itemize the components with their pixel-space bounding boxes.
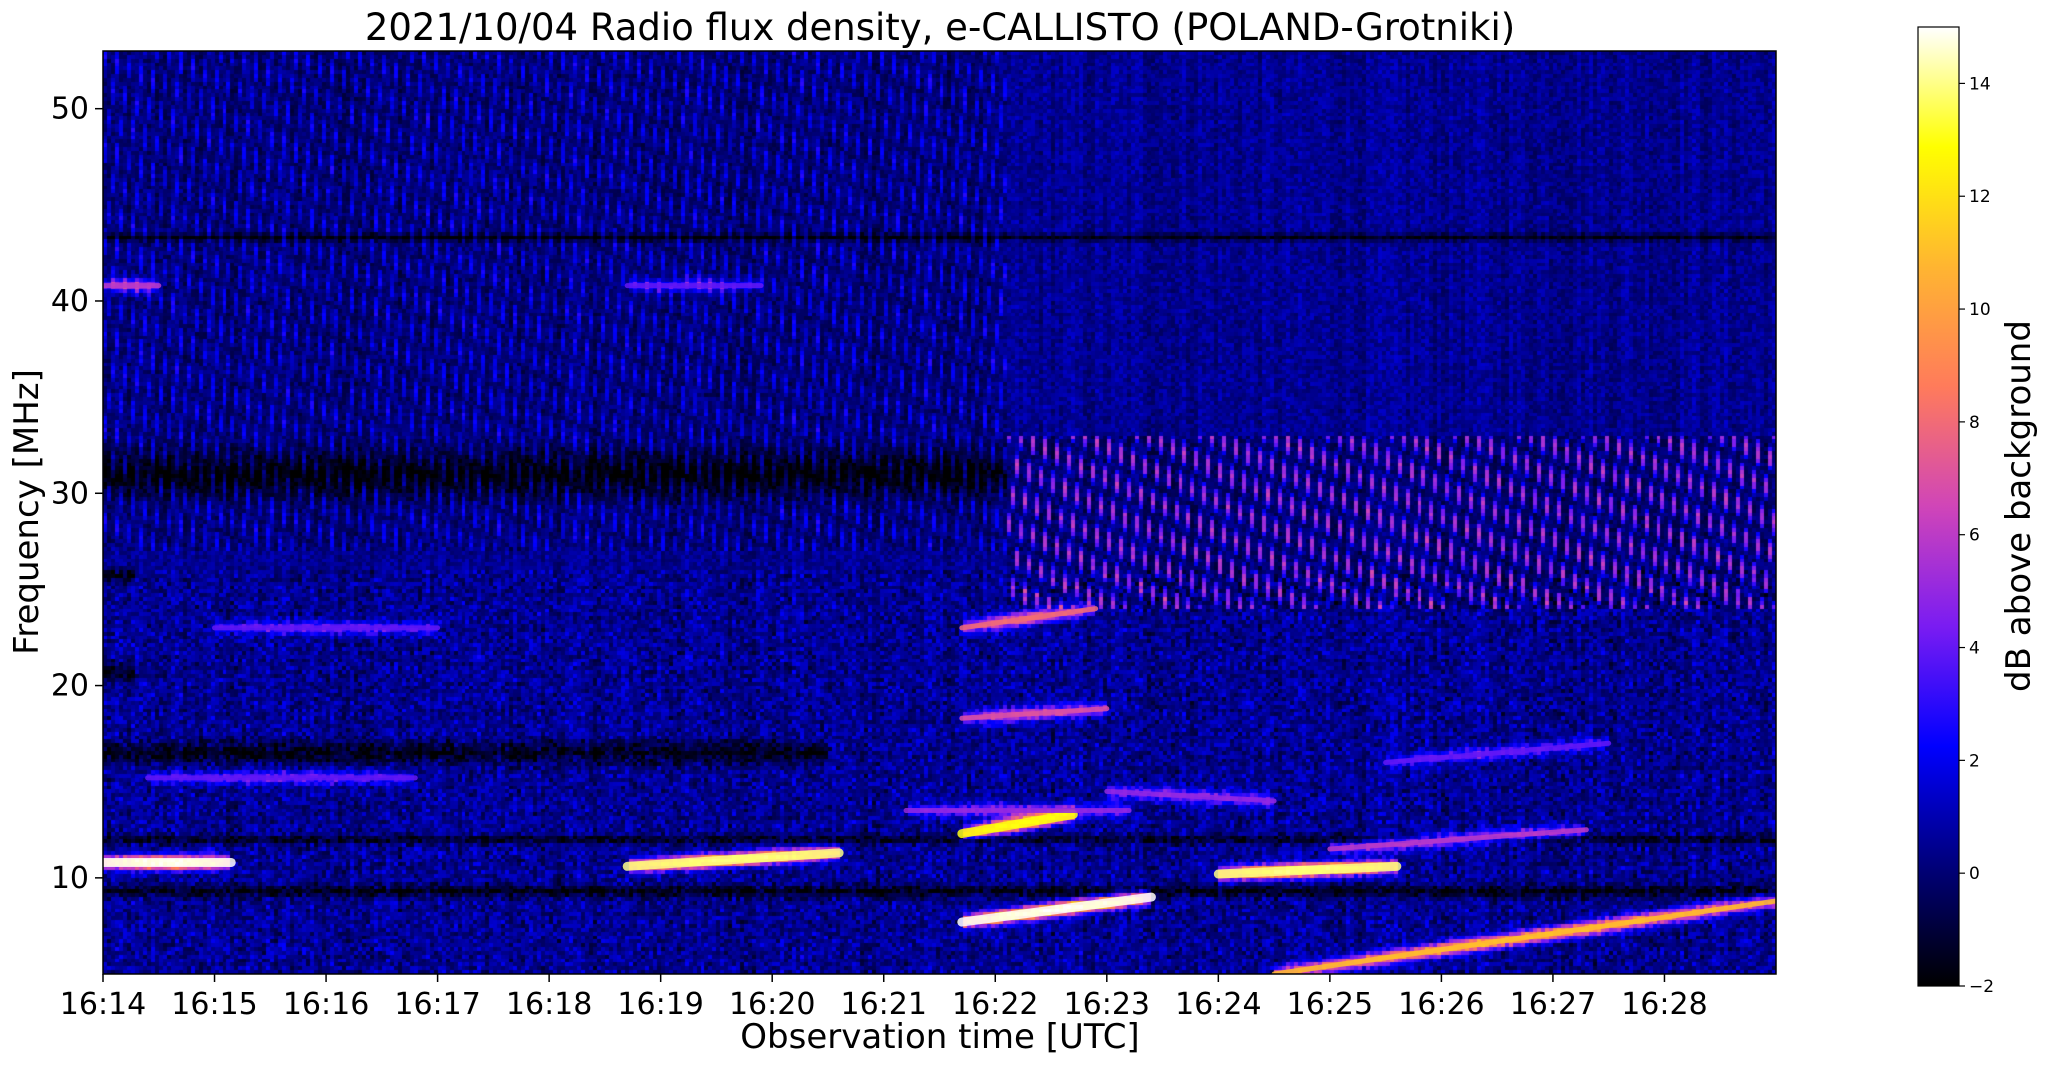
burst-3 [957,892,1156,927]
burst-7 [1271,898,1776,974]
burst-11 [1383,740,1612,765]
x-tick-label: 16:15 [171,987,257,1022]
colorbar-tick-label: 2 [1969,751,1980,771]
burst-layer [103,283,1776,974]
x-tick-label: 16:19 [617,987,703,1022]
x-axis-title: Observation time [UTC] [740,1017,1139,1057]
x-tick-label: 16:22 [952,987,1038,1022]
colorbar-tick-label: 12 [1969,187,1991,207]
x-tick-label: 16:28 [1621,987,1707,1022]
x-tick-label: 16:18 [506,987,592,1022]
plot-area [102,50,1777,975]
colorbar-tick-label: 10 [1969,300,1991,320]
y-axis: 10 20 30 40 50 [51,92,103,896]
colorbar: −2 0 2 4 6 8 10 12 14 dB above background [1917,26,2039,997]
x-tick-label: 16:27 [1510,987,1596,1022]
burst-12 [1104,788,1277,804]
burst-1 [622,848,844,871]
colorbar-tick-label: 0 [1969,864,1980,884]
burst-8 [1327,827,1589,852]
heatmap-container [103,51,1776,974]
x-tick-label: 16:17 [394,987,480,1022]
colorbar-tick-label: 4 [1969,639,1980,659]
colorbar-title: dB above background [1999,320,2039,692]
colorbar-scale [1917,26,1960,987]
y-tick-label: 30 [51,476,89,511]
x-tick-label: 16:25 [1287,987,1373,1022]
y-tick-label: 40 [51,284,89,319]
x-tick-label: 16:16 [283,987,369,1022]
x-tick-label: 16:14 [60,987,146,1022]
y-tick-label: 10 [51,861,89,896]
colorbar-tick-label: 8 [1969,413,1980,433]
heatmap-canvas [103,51,1776,974]
burst-2 [957,809,1078,839]
x-tick-label: 16:21 [840,987,926,1022]
chart-title: 2021/10/04 Radio flux density, e-CALLIST… [365,6,1515,49]
y-tick-label: 20 [51,669,89,704]
burst-6 [1213,861,1402,879]
colorbar-tick-label: −2 [1969,977,1994,997]
burst-4 [959,606,1099,631]
colorbar-tick-label: 14 [1969,74,1991,94]
x-tick-label: 16:23 [1064,987,1150,1022]
x-tick-label: 16:20 [729,987,815,1022]
y-axis-title: Frequency [MHz] [7,369,47,655]
x-tick-label: 16:24 [1175,987,1261,1022]
x-axis: 16:14 16:15 16:16 16:17 16:18 16:19 16:20 16:21… [60,974,1708,1022]
plot-frame [102,50,1777,975]
colorbar-tick-label: 6 [1969,526,1980,546]
x-tick-label: 16:26 [1398,987,1484,1022]
burst-5 [959,706,1110,721]
colorbar-ticks: −2 0 2 4 6 8 10 12 14 [1959,74,1994,997]
y-tick-label: 50 [51,92,89,127]
